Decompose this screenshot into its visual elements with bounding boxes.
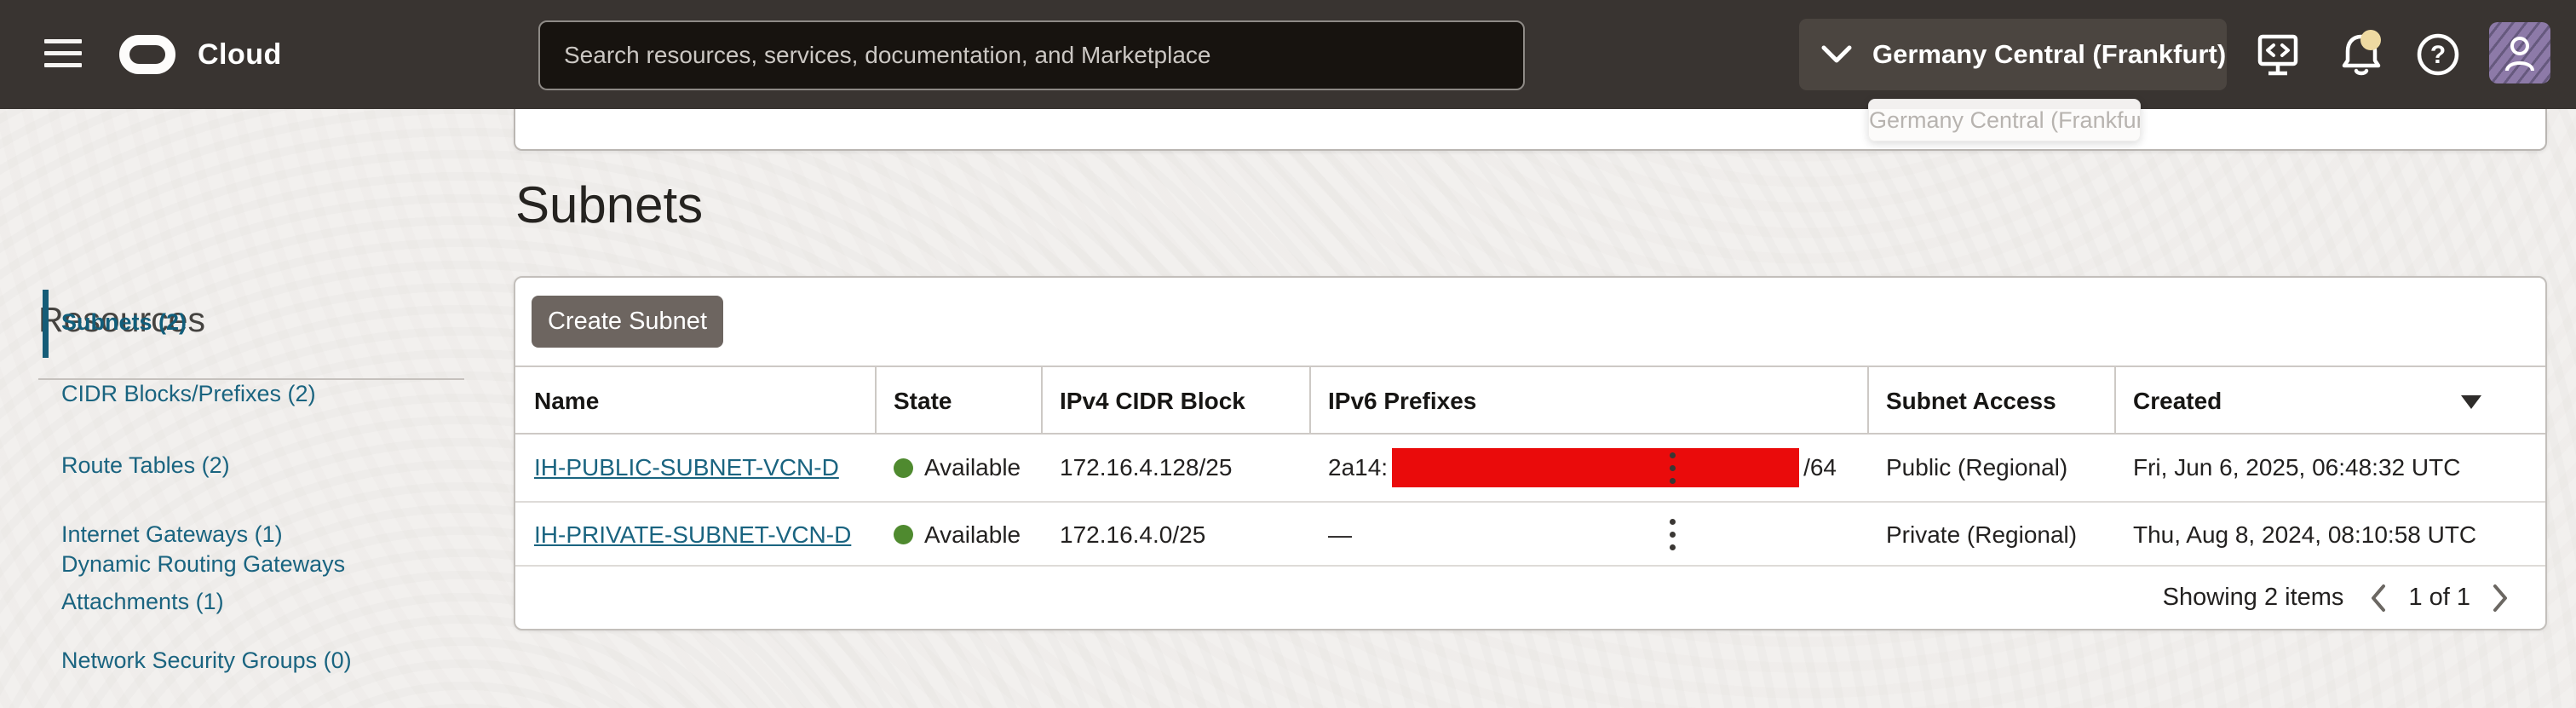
created-cell: Fri, Jun 6, 2025, 06:48:32 UTC	[2133, 454, 2461, 481]
menu-icon[interactable]	[44, 39, 82, 72]
ipv6-suffix: /64	[1803, 454, 1837, 481]
status-dot-available	[894, 525, 913, 544]
ipv6-prefix-start: 2a14:	[1328, 454, 1389, 481]
state-label: Available	[924, 521, 1021, 548]
column-header-name[interactable]: Name	[534, 388, 600, 414]
ipv6-cell: —	[1328, 521, 1352, 548]
table-row: IH-PUBLIC-SUBNET-VCN-D Available 172.16.…	[515, 435, 2545, 503]
subnet-access-cell: Private (Regional)	[1886, 521, 2078, 548]
help-icon[interactable]: ?	[2407, 0, 2469, 109]
pagination: 1 of 1	[2369, 584, 2510, 613]
top-navigation-bar: Cloud Search resources, services, docume…	[0, 0, 2576, 109]
column-header-ipv4[interactable]: IPv4 CIDR Block	[1060, 388, 1245, 414]
sidebar-title: Resources	[38, 300, 205, 339]
oracle-logo-icon	[119, 35, 175, 74]
sort-caret-down-icon[interactable]	[2461, 395, 2481, 409]
region-label: Germany Central (Frankfurt)	[1872, 39, 2227, 69]
status-dot-available	[894, 458, 913, 478]
subnet-access-cell: Public (Regional)	[1886, 454, 2068, 481]
search-input[interactable]: Search resources, services, documentatio…	[538, 20, 1525, 90]
sidebar-item-network-security-groups[interactable]: Network Security Groups (0)	[61, 648, 352, 673]
column-header-subnet-access[interactable]: Subnet Access	[1886, 388, 2056, 414]
sidebar-item-route-tables[interactable]: Route Tables (2)	[61, 452, 230, 478]
sidebar-item-subnets[interactable]: Subnets (2)	[61, 309, 187, 335]
ipv6-cell: 2a14: /64	[1328, 435, 1837, 501]
row-actions-kebab-icon[interactable]	[1655, 435, 1689, 501]
person-icon	[2505, 37, 2534, 72]
table-row: IH-PRIVATE-SUBNET-VCN-D Available 172.16…	[515, 504, 2545, 565]
sidebar-item-drg-attachments[interactable]: Dynamic Routing Gateways Attachments (1)	[61, 551, 346, 614]
table-footer: Showing 2 items 1 of 1	[515, 565, 2545, 629]
row-actions-kebab-icon[interactable]	[1655, 504, 1689, 565]
column-header-state[interactable]: State	[894, 388, 952, 414]
sidebar-item-cidr-blocks[interactable]: CIDR Blocks/Prefixes (2)	[61, 381, 316, 406]
items-summary: Showing 2 items	[2162, 584, 2344, 611]
region-tooltip: Germany Central (Frankfurt)	[1868, 99, 2141, 141]
sidebar-divider	[38, 378, 464, 380]
page-title: Subnets	[515, 176, 704, 233]
previous-page-chevron-icon[interactable]	[2369, 584, 2388, 613]
page-indicator: 1 of 1	[2408, 584, 2470, 611]
table-header-row: Name State IPv4 CIDR Block IPv6 Prefixes…	[515, 366, 2545, 435]
state-label: Available	[924, 454, 1021, 481]
create-subnet-button[interactable]: Create Subnet	[532, 296, 723, 348]
brand-home-link[interactable]: Cloud	[119, 0, 282, 109]
brand-label: Cloud	[198, 37, 282, 71]
ipv4-cell: 172.16.4.128/25	[1060, 454, 1233, 481]
region-selector-button[interactable]: Germany Central (Frankfurt)	[1799, 19, 2227, 90]
subnets-table-card: Create Subnet Name State IPv4 CIDR Block…	[514, 276, 2547, 630]
user-avatar[interactable]	[2489, 22, 2550, 83]
resources-sidebar: Resources Subnets (2) CIDR Blocks/Prefix…	[0, 109, 514, 708]
cloud-shell-icon[interactable]	[2247, 0, 2309, 109]
notifications-icon[interactable]	[2331, 0, 2392, 109]
sidebar-item-internet-gateways[interactable]: Internet Gateways (1)	[61, 521, 283, 547]
ipv6-redaction-box	[1392, 448, 1800, 487]
chevron-down-icon	[1821, 45, 1852, 63]
notification-badge	[2360, 30, 2381, 50]
scrolled-card-remnant	[514, 109, 2547, 151]
state-cell: Available	[894, 435, 1021, 501]
svg-text:?: ?	[2430, 41, 2446, 69]
column-header-created[interactable]: Created	[2133, 388, 2222, 414]
subnet-link[interactable]: IH-PUBLIC-SUBNET-VCN-D	[534, 454, 839, 481]
search-placeholder: Search resources, services, documentatio…	[564, 42, 1211, 68]
subnet-link[interactable]: IH-PRIVATE-SUBNET-VCN-D	[534, 521, 852, 548]
next-page-chevron-icon[interactable]	[2491, 584, 2510, 613]
state-cell: Available	[894, 504, 1021, 565]
created-cell: Thu, Aug 8, 2024, 08:10:58 UTC	[2133, 521, 2477, 548]
ipv4-cell: 172.16.4.0/25	[1060, 521, 1206, 548]
selected-indicator	[43, 290, 49, 358]
column-header-ipv6[interactable]: IPv6 Prefixes	[1328, 388, 1477, 414]
